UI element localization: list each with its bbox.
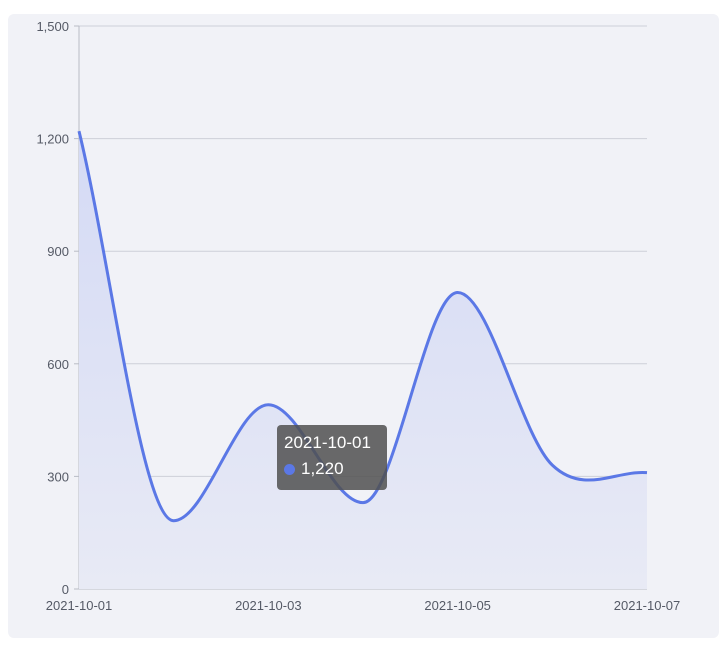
x-tick-label: 2021-10-07	[614, 598, 681, 613]
y-tick-label: 0	[62, 582, 69, 597]
y-tick-label: 1,500	[36, 19, 69, 34]
y-axis-tick-labels: 0 300 600 900 1,200 1,500	[36, 19, 69, 597]
tooltip-date: 2021-10-01	[284, 433, 371, 452]
series-line	[77, 130, 648, 523]
tooltip: 2021-10-01 1,220	[277, 425, 387, 490]
tooltip-value: 1,220	[301, 459, 344, 478]
x-axis-tick-labels: 2021-10-01 2021-10-03 2021-10-05 2021-10-07	[46, 598, 681, 613]
x-tick-label: 2021-10-05	[424, 598, 491, 613]
tooltip-value-row: 1,220	[284, 459, 380, 479]
y-tick-label: 600	[47, 357, 69, 372]
y-tick-label: 900	[47, 244, 69, 259]
series-marker-icon	[284, 463, 295, 475]
series-area	[79, 131, 647, 590]
x-tick-label: 2021-10-03	[235, 598, 302, 613]
grid-lines	[79, 25, 647, 477]
y-tick-label: 1,200	[36, 132, 69, 147]
y-tick-label: 300	[47, 469, 69, 484]
x-tick-label: 2021-10-01	[46, 598, 113, 613]
